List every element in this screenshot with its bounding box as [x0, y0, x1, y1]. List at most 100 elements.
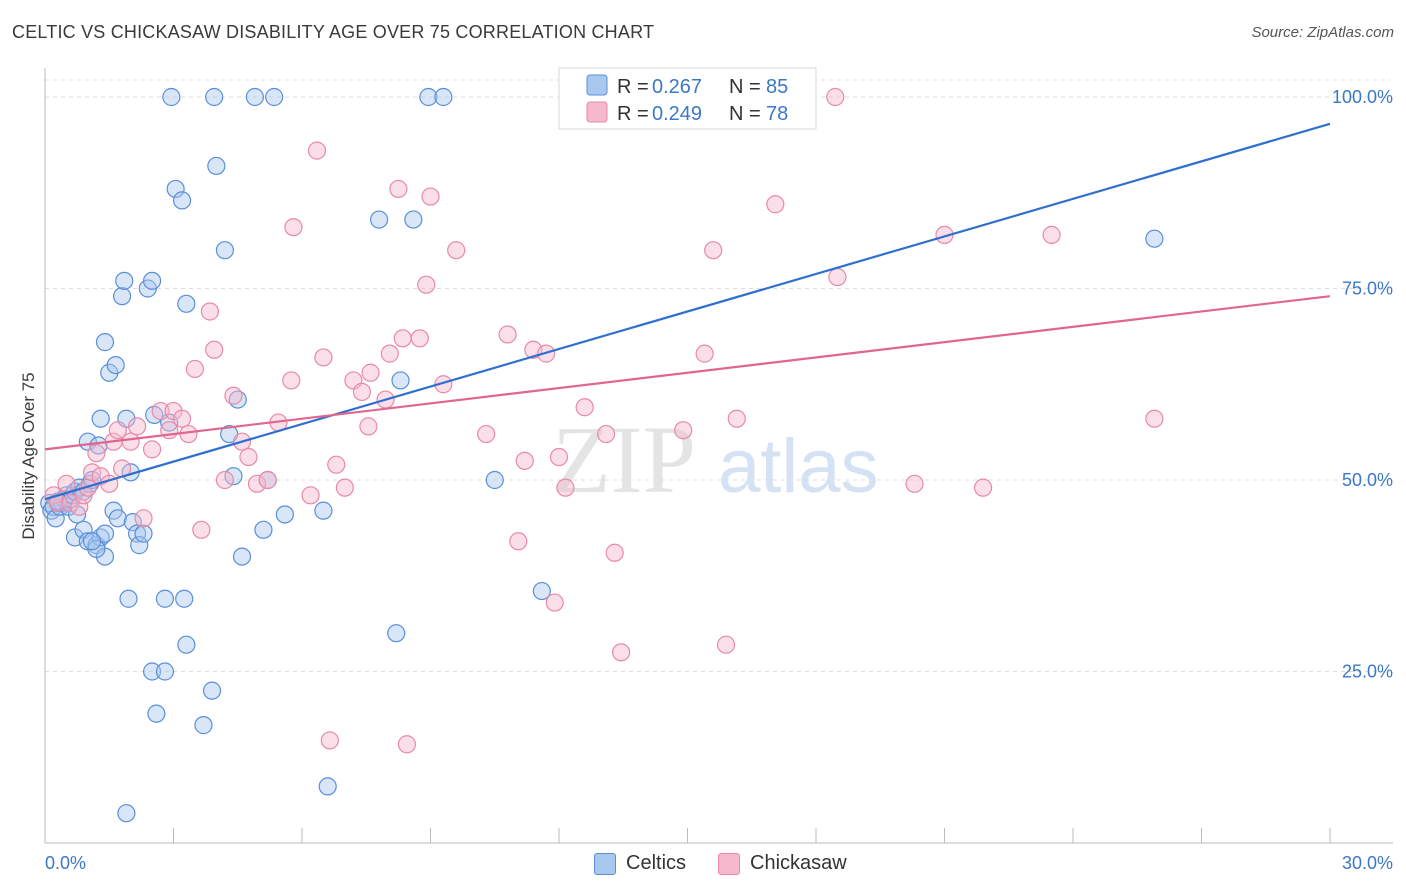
legend-r-value: 0.267 [652, 76, 702, 98]
celtics-point [177, 635, 196, 654]
chickasaw-point [421, 187, 440, 206]
chickasaw-point [397, 735, 417, 754]
chickasaw-point [973, 478, 993, 497]
celtics-point [155, 662, 175, 681]
chickasaw-point [605, 543, 624, 562]
chickasaw-point [359, 417, 378, 436]
celtics-point [106, 356, 125, 375]
chickasaw-point [108, 421, 127, 440]
celtics-point [370, 210, 389, 229]
chickasaw-point [727, 409, 746, 428]
legend-n-value: 85 [766, 76, 788, 98]
chickasaw-point [301, 486, 320, 505]
chickasaw-trend-line [44, 295, 1331, 451]
chickasaw-point [57, 474, 76, 493]
celtics-point [117, 804, 136, 823]
legend-swatch-celtics [586, 74, 608, 96]
y-tick-label: 100.0% [1332, 87, 1393, 107]
chickasaw-point [352, 382, 372, 402]
celtics-point [419, 87, 438, 107]
y-tick-label: 75.0% [1342, 279, 1393, 299]
chickasaw-point [284, 218, 303, 237]
chickasaw-point [905, 474, 924, 493]
celtics-point [194, 716, 213, 735]
celtics-point [115, 271, 134, 290]
chickasaw-point [515, 451, 534, 470]
celtics-point [207, 156, 226, 176]
bottom-legend-celtics: Celtics [594, 852, 686, 875]
chickasaw-point [192, 520, 211, 539]
celtics-point [130, 536, 149, 555]
celtics-point [391, 371, 410, 390]
x-tick-label: 0.0% [45, 853, 86, 873]
x-tick-label: 30.0% [1342, 853, 1393, 873]
chart-source: Source: ZipAtlas.com [1251, 24, 1394, 41]
celtics-trend-line [44, 122, 1331, 501]
celtics-point [232, 547, 252, 566]
chickasaw-point [545, 593, 564, 612]
chickasaw-point [172, 409, 192, 428]
chickasaw-point [575, 398, 594, 417]
bottom-legend: Celtics Chickasaw [0, 850, 1406, 880]
legend-r-label: R = [617, 76, 649, 98]
celtics-swatch [594, 852, 616, 875]
y-tick-label: 50.0% [1342, 470, 1393, 490]
celtics-point [83, 532, 102, 551]
chickasaw-label: Chickasaw [750, 852, 847, 874]
celtics-point [434, 87, 453, 107]
celtics-point [155, 589, 175, 608]
celtics-point [224, 467, 243, 486]
celtics-point [134, 524, 153, 543]
grid-lines [45, 79, 1390, 672]
stats-legend: R = 0.267 N = 85 R = 0.249 N = 78 [558, 67, 817, 130]
celtics-point [142, 271, 162, 290]
chickasaw-point [320, 731, 339, 750]
legend-n-label: N = [729, 103, 761, 125]
chickasaw-point [282, 371, 301, 390]
celtics-point [485, 470, 504, 490]
celtics-point [265, 87, 284, 107]
celtics-point [95, 333, 115, 352]
chickasaw-point [335, 478, 354, 497]
celtics-point [314, 501, 333, 520]
chickasaw-point [447, 241, 466, 260]
chickasaw-point [307, 141, 327, 160]
y-tick-label: 25.0% [1342, 662, 1393, 682]
celtics-point [112, 287, 132, 306]
chickasaw-point [393, 329, 412, 348]
chickasaw-point [185, 359, 205, 379]
chickasaw-point [380, 344, 399, 363]
chickasaw-point [410, 329, 429, 348]
axes [44, 68, 1393, 844]
chickasaw-point [704, 241, 723, 260]
tick-labels: 25.0% 50.0% 75.0% 100.0% 0.0% 30.0% [45, 87, 1393, 873]
chickasaw-point [121, 432, 140, 451]
chickasaw-point [612, 643, 631, 662]
chickasaw-point [828, 267, 847, 287]
chickasaw-point [205, 340, 224, 359]
celtics-point [108, 509, 127, 528]
celtics-point [142, 662, 162, 681]
celtics-point [147, 704, 166, 723]
legend-n-label: N = [729, 76, 761, 98]
chickasaw-point [597, 424, 616, 444]
bottom-legend-chickasaw: Chickasaw [718, 852, 847, 875]
celtics-point [275, 505, 294, 524]
chickasaw-point [674, 421, 693, 440]
celtics-point [532, 581, 551, 601]
chickasaw-point [258, 470, 277, 490]
chickasaw-point [224, 386, 243, 405]
celtics-point [177, 294, 196, 313]
chickasaw-point [498, 325, 517, 344]
celtics-point [245, 87, 264, 107]
chickasaw-point [509, 532, 528, 551]
chickasaw-points [44, 87, 1164, 754]
trend-lines [44, 122, 1331, 501]
chickasaw-point [361, 363, 380, 382]
chickasaw-point [695, 344, 714, 363]
chickasaw-point [314, 348, 333, 367]
chickasaw-point [83, 463, 102, 482]
chickasaw-point [87, 444, 106, 463]
celtics-point [162, 87, 181, 107]
chickasaw-point [766, 195, 785, 214]
